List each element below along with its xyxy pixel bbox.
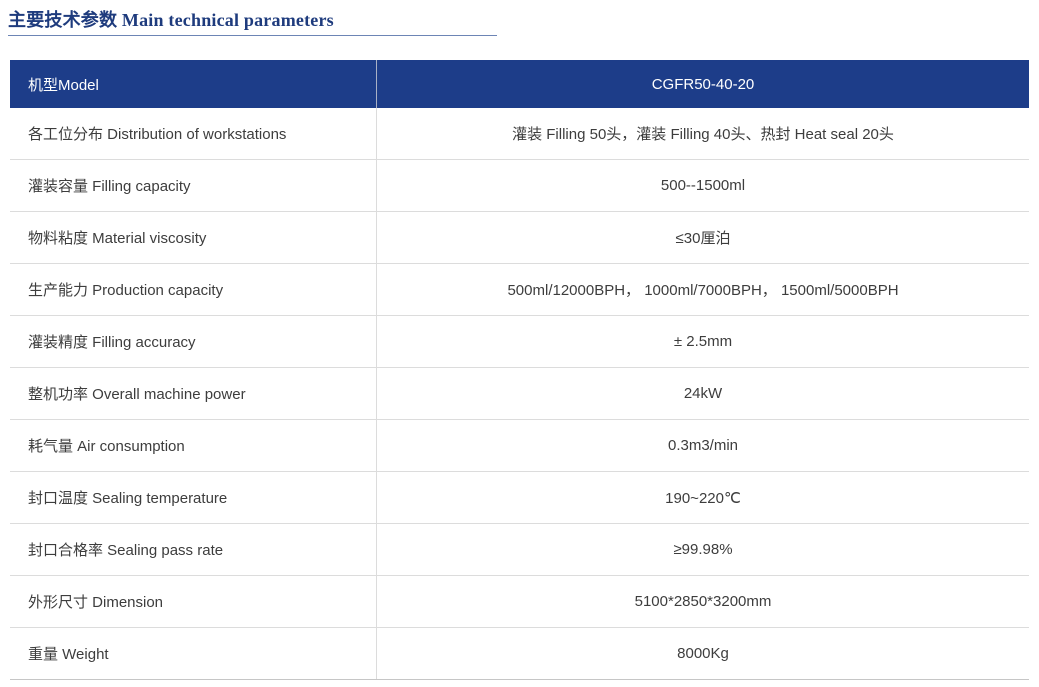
row-label: 耗气量 Air consumption [10, 420, 377, 471]
row-label: 灌装容量 Filling capacity [10, 160, 377, 211]
table-row: 物料粘度 Material viscosity ≤30厘泊 [10, 212, 1029, 264]
row-value: 500ml/12000BPH， 1000ml/7000BPH， 1500ml/5… [507, 282, 899, 299]
row-value: 500--1500ml [660, 177, 746, 194]
table-row: 各工位分布 Distribution of workstations 灌装 Fi… [10, 108, 1029, 160]
header-model-value: CGFR50-40-20 [651, 75, 755, 93]
section-title-en: Main technical parameters [121, 10, 334, 30]
table-row: 生产能力 Production capacity 500ml/12000BPH，… [10, 264, 1029, 316]
section-title: 主要技术参数 Main technical parameters [8, 8, 497, 36]
row-label: 各工位分布 Distribution of workstations [10, 108, 377, 159]
row-value: 灌装 Filling 50头，灌装 Filling 40头、热封 Heat se… [512, 126, 894, 143]
row-value: 8000Kg [677, 645, 729, 662]
table-header-row: 机型Model CGFR50-40-20 [10, 60, 1029, 108]
table-row: 灌装容量 Filling capacity 500--1500ml [10, 160, 1029, 212]
row-label: 灌装精度 Filling accuracy [10, 316, 377, 367]
header-model-label: 机型Model [10, 60, 377, 108]
table-row: 耗气量 Air consumption 0.3m3/min [10, 420, 1029, 472]
table-row: 整机功率 Overall machine power 24kW [10, 368, 1029, 420]
title-underline [8, 35, 497, 36]
row-value: 24kW [683, 385, 723, 402]
table-row: 灌装精度 Filling accuracy ± 2.5mm [10, 316, 1029, 368]
row-value: ≤30厘泊 [675, 230, 731, 247]
row-value: ± 2.5mm [673, 333, 733, 350]
row-value: 190~220℃ [665, 489, 741, 507]
row-label: 重量 Weight [10, 628, 377, 679]
section-title-zh: 主要技术参数 [8, 10, 122, 30]
table-body: 各工位分布 Distribution of workstations 灌装 Fi… [10, 108, 1029, 680]
technical-parameters-table: 机型Model CGFR50-40-20 各工位分布 Distribution … [10, 60, 1029, 680]
table-row: 封口温度 Sealing temperature 190~220℃ [10, 472, 1029, 524]
section-title-text: 主要技术参数 Main technical parameters [8, 8, 497, 32]
table-row: 外形尺寸 Dimension 5100*2850*3200mm [10, 576, 1029, 628]
row-value: 5100*2850*3200mm [634, 593, 772, 610]
table-row: 封口合格率 Sealing pass rate ≥99.98% [10, 524, 1029, 576]
row-label: 封口合格率 Sealing pass rate [10, 524, 377, 575]
row-value: ≥99.98% [673, 541, 733, 558]
table-row: 重量 Weight 8000Kg [10, 628, 1029, 680]
row-label: 生产能力 Production capacity [10, 264, 377, 315]
row-label: 整机功率 Overall machine power [10, 368, 377, 419]
row-label: 封口温度 Sealing temperature [10, 472, 377, 523]
row-label: 外形尺寸 Dimension [10, 576, 377, 627]
row-label: 物料粘度 Material viscosity [10, 212, 377, 263]
row-value: 0.3m3/min [667, 437, 739, 454]
